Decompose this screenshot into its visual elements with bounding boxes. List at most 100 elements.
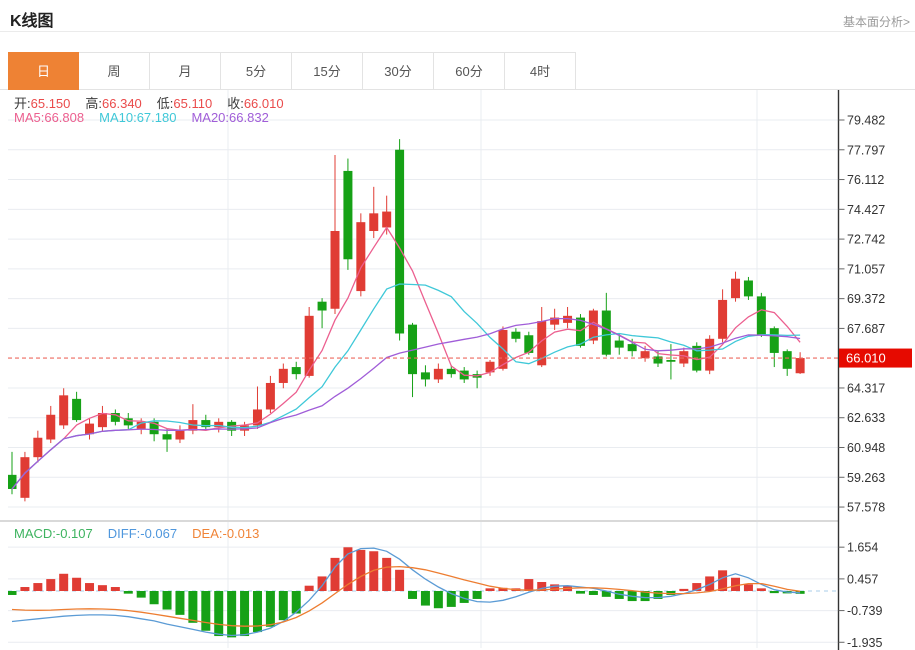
tab-30min[interactable]: 30分: [363, 52, 434, 90]
current-price-tag: 66.010: [839, 348, 912, 368]
candle-body: [511, 331, 521, 339]
ma5-value: MA5:66.808: [14, 110, 84, 125]
tab-week[interactable]: 周: [79, 52, 150, 90]
macd-bar: [433, 591, 443, 609]
macd-bar: [601, 591, 611, 597]
candle-body: [97, 413, 107, 428]
macd-bar: [136, 591, 146, 598]
macd-bar: [653, 591, 663, 599]
candle-body: [265, 382, 275, 410]
candle-body: [85, 423, 95, 435]
macd-bar: [485, 588, 495, 591]
axis-tick-label: 59.263: [847, 471, 885, 485]
axis-tick-label: 67.687: [847, 322, 885, 336]
macd-bar: [33, 583, 43, 591]
macd-bar: [395, 569, 405, 591]
ohlc-open-label: 开:: [14, 96, 31, 111]
axis-tick-label: 69.372: [847, 292, 885, 306]
candle-body: [614, 340, 624, 348]
svg-text:66.010: 66.010: [846, 351, 886, 366]
ma20-value: MA20:66.832: [191, 110, 268, 125]
candle-body: [705, 338, 715, 371]
tab-day[interactable]: 日: [8, 52, 79, 90]
candle-body: [627, 344, 637, 352]
candle-body: [214, 421, 224, 428]
axis-tick-label: 71.057: [847, 262, 885, 276]
macd-bar: [240, 591, 250, 637]
gridlines: [8, 90, 838, 648]
candle-body: [601, 310, 611, 355]
diff-value-label: DIFF:: [107, 526, 141, 541]
macd-bar: [97, 585, 107, 591]
candle-body: [433, 368, 443, 380]
candle-body: [524, 335, 534, 353]
ohlc-low-label: 低:: [156, 96, 174, 111]
ma10-value-label: MA10:: [99, 110, 137, 125]
ohlc-close: 收:66.010: [227, 96, 283, 111]
macd-bar: [575, 591, 585, 594]
axis-tick-label: 1.654: [847, 541, 878, 555]
candle-body: [563, 315, 573, 323]
candle-body: [175, 430, 185, 440]
candle-body: [395, 149, 405, 334]
macd-bar: [110, 587, 120, 591]
tab-60min[interactable]: 60分: [434, 52, 505, 90]
macd-bar: [265, 591, 275, 627]
candle-body: [446, 368, 456, 375]
macd-bar: [123, 591, 133, 594]
fundamental-analysis-link[interactable]: 基本面分析>: [842, 15, 910, 29]
ma5-value-label: MA5:: [14, 110, 45, 125]
macd-bar: [149, 591, 159, 605]
macd-bar: [408, 591, 418, 599]
macd-bar: [162, 591, 172, 610]
candle-body: [640, 351, 650, 359]
macd-bar: [291, 591, 301, 614]
ohlc-legend: 开:65.150 高:66.340 低:65.110 收:66.010: [14, 93, 299, 112]
macd-bar: [550, 584, 560, 591]
axis-tick-label: -0.739: [847, 604, 882, 618]
candle-body: [149, 421, 159, 435]
tab-4h[interactable]: 4时: [505, 52, 576, 90]
candle-body: [420, 372, 430, 380]
page-header: K线图 基本面分析>: [0, 0, 915, 32]
candle-body: [8, 474, 17, 489]
candle-body: [123, 418, 133, 426]
axis-tick-label: 76.112: [847, 173, 884, 187]
candle-body: [343, 170, 353, 260]
ma10-value: MA10:67.180: [99, 110, 176, 125]
macd-legend: MACD:-0.107 DIFF:-0.067 DEA:-0.013: [14, 526, 274, 541]
macd-bar: [743, 584, 753, 591]
candle-body: [679, 351, 689, 364]
ma20-line: [11, 317, 801, 490]
tab-month[interactable]: 月: [150, 52, 221, 90]
ohlc-close-number: 66.010: [243, 96, 284, 111]
axis-tick-label: 0.457: [847, 572, 878, 586]
price-axis: 79.482 77.797 76.112 74.427 72.742 71.057 69.3…: [837, 90, 885, 650]
candle-body: [278, 368, 288, 383]
macd-bar: [72, 577, 82, 591]
axis-tick-label: 77.797: [847, 143, 885, 157]
candle-body: [537, 321, 547, 366]
ma5-value-number: 66.808: [44, 110, 85, 125]
candle-body: [33, 437, 43, 458]
axis-tick-label: 72.742: [847, 233, 885, 247]
ma5-line: [11, 226, 801, 490]
candle-body: [59, 395, 69, 426]
ohlc-high-label: 高:: [85, 96, 103, 111]
macd-bar: [343, 547, 353, 591]
tab-15min[interactable]: 15分: [292, 52, 363, 90]
candle-body: [317, 301, 327, 311]
candle-body: [46, 414, 56, 440]
candle-body: [666, 359, 676, 362]
macd-bar: [524, 579, 534, 591]
ma10-value-number: 67.180: [136, 110, 177, 125]
candle-body: [575, 317, 585, 346]
axis-tick-label: 62.633: [847, 411, 885, 425]
macd-bar: [317, 576, 327, 591]
candle-body: [304, 315, 314, 376]
macd-bar: [188, 591, 198, 623]
tab-5min[interactable]: 5分: [221, 52, 292, 90]
page-title: K线图: [10, 13, 54, 30]
macd-bar: [20, 587, 30, 591]
